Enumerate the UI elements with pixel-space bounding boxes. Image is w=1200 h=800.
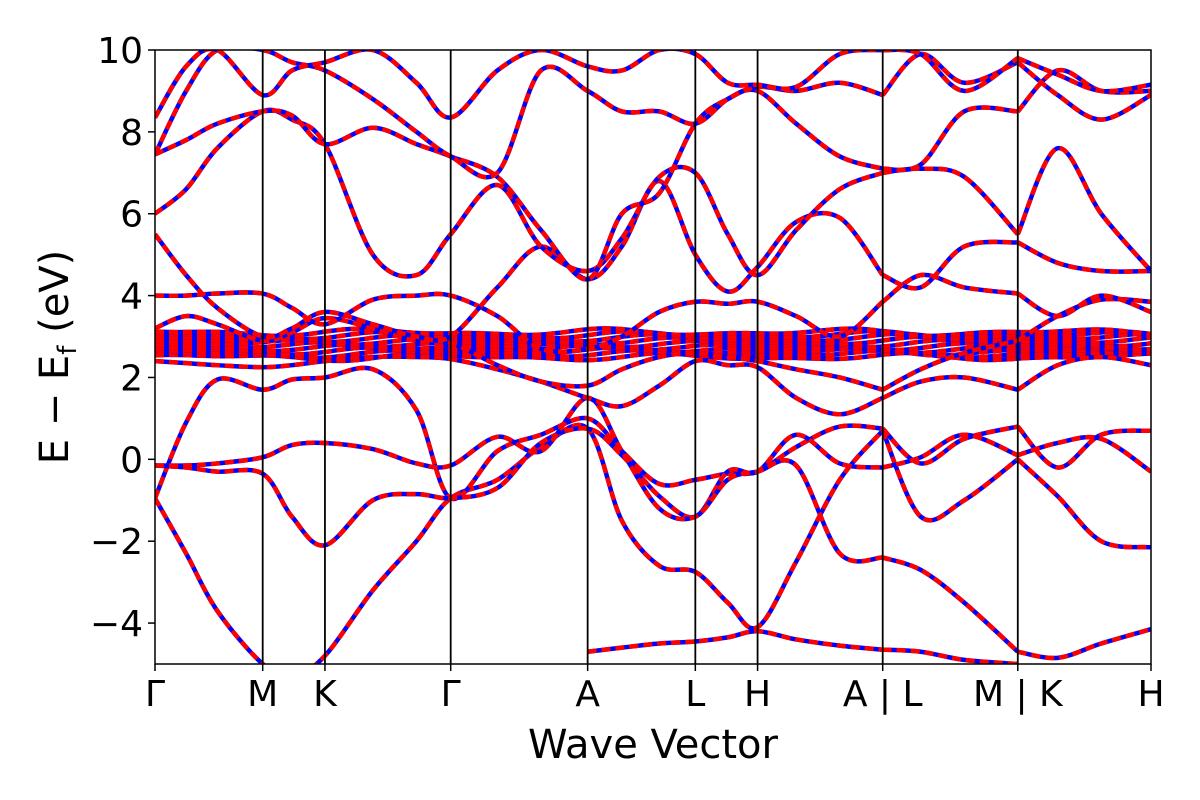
y-tick-label-1: −2 bbox=[90, 522, 143, 563]
band-line-wannier-7-0 bbox=[155, 290, 885, 354]
band-line-wannier-3-0 bbox=[155, 395, 883, 564]
x-tick-label-1: M bbox=[247, 674, 278, 715]
band-line-dft-1-0 bbox=[155, 365, 883, 501]
band-line-wannier-0-2 bbox=[1016, 457, 1151, 550]
plot-frame bbox=[154, 49, 1152, 665]
band-line-wannier-12-0 bbox=[155, 50, 883, 120]
band-line-dft-8-1 bbox=[881, 239, 1018, 291]
band-line-dft-flat-8 bbox=[155, 328, 1151, 342]
band-line-dft-8-2 bbox=[1016, 240, 1151, 274]
band-line-dft-5-2 bbox=[1016, 354, 1151, 392]
y-tick-label-3: 2 bbox=[120, 358, 143, 399]
y-axis: −4 −2 0 2 4 6 8 10 bbox=[90, 31, 155, 645]
band-line-wannier-3-1 bbox=[882, 555, 1020, 654]
x-tick-label-3: Γ bbox=[441, 674, 461, 715]
x-tick-label-9: H bbox=[1137, 674, 1164, 715]
y-tick-label-5: 6 bbox=[120, 195, 143, 236]
band-line-dft-5-1 bbox=[881, 374, 1019, 400]
y-tick-label-7: 10 bbox=[97, 31, 143, 72]
band-line-dft-10-1 bbox=[882, 105, 1018, 173]
x-tick-label-5: L bbox=[685, 674, 705, 715]
y-axis-title-unit: (eV) bbox=[32, 250, 78, 346]
band-line-dft-12-1 bbox=[882, 50, 1020, 94]
band-line-dft-4-0 bbox=[587, 628, 883, 654]
y-tick-label-2: 0 bbox=[120, 440, 143, 481]
band-line-dft-flat-2 bbox=[155, 345, 1151, 358]
band-line-dft-9-0 bbox=[155, 107, 884, 279]
band-line-dft-flat-9 bbox=[155, 326, 1151, 339]
band-line-wannier-5-2 bbox=[1016, 354, 1151, 392]
y-axis-title: E − Ef (eV) bbox=[32, 250, 83, 465]
band-line-wannier-10-1 bbox=[882, 105, 1018, 173]
band-line-dft-2-2 bbox=[1017, 434, 1151, 474]
band-line-dft-11-2 bbox=[1016, 60, 1151, 122]
band-line-dft-flat-1 bbox=[155, 347, 1151, 361]
y-tick-label-0: −4 bbox=[90, 604, 143, 645]
band-line-dft-2-1 bbox=[882, 432, 1019, 470]
band-line-dft-3-1 bbox=[882, 555, 1020, 654]
band-line-dft-10-2 bbox=[1016, 67, 1151, 113]
x-tick-label-2: K bbox=[313, 674, 338, 715]
x-tick-label-4: A bbox=[575, 674, 600, 715]
band-line-dft-10-0 bbox=[155, 87, 884, 282]
band-line-dft-12-2 bbox=[1016, 56, 1151, 94]
band-line-dft-9-1 bbox=[882, 166, 1020, 236]
band-line-dft-4-1 bbox=[882, 647, 1018, 664]
x-axis-title: Wave Vector bbox=[528, 722, 779, 768]
band-line-dft-0-1 bbox=[880, 429, 1020, 523]
band-line-dft-7-2 bbox=[1016, 291, 1151, 319]
band-line-wannier-9-1 bbox=[882, 166, 1020, 236]
x-tick-label-7: A | L bbox=[843, 674, 923, 715]
band-line-dft-flat-0 bbox=[155, 350, 1151, 364]
band-line-dft-0-2 bbox=[1016, 457, 1151, 550]
band-line-dft-6-1 bbox=[881, 338, 1019, 392]
x-tick-label-6: H bbox=[744, 674, 771, 715]
y-tick-label-6: 8 bbox=[120, 113, 143, 154]
y-axis-title-main: E − E bbox=[32, 355, 78, 465]
band-line-wannier-9-0 bbox=[155, 107, 884, 279]
band-line-dft-3-0 bbox=[155, 395, 883, 564]
x-tick-label-0: Γ bbox=[145, 674, 165, 715]
y-tick-label-4: 4 bbox=[120, 277, 143, 318]
band-line-dft-flat-7 bbox=[155, 331, 1151, 345]
band-line-dft-6-0 bbox=[155, 313, 884, 392]
band-line-wannier-7-1 bbox=[881, 272, 1019, 304]
band-line-dft-2-0 bbox=[155, 426, 883, 548]
band-line-dft-1-1 bbox=[881, 424, 1019, 466]
kpoint-lines bbox=[261, 50, 1019, 664]
y-axis-title-subscript: f bbox=[53, 345, 83, 355]
band-line-dft-7-1 bbox=[881, 272, 1019, 304]
bands-layer bbox=[155, 50, 1151, 664]
band-line-dft-8-0 bbox=[155, 178, 885, 343]
x-tick-label-8: M | K bbox=[973, 674, 1064, 715]
band-line-dft-12-0 bbox=[155, 50, 883, 120]
band-line-dft-9-2 bbox=[1015, 145, 1151, 273]
band-line-dft-3-2 bbox=[1017, 627, 1151, 661]
